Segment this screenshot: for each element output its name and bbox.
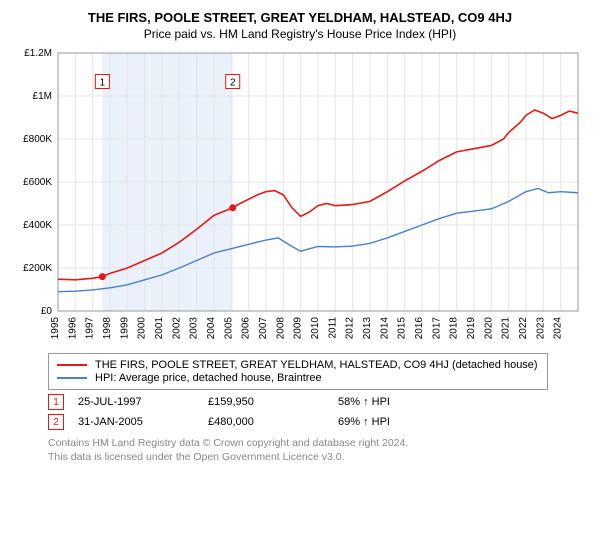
event-price: £480,000: [208, 416, 338, 428]
footer-line: This data is licensed under the Open Gov…: [48, 450, 590, 464]
svg-text:2011: 2011: [327, 317, 338, 339]
svg-text:1998: 1998: [102, 317, 113, 340]
chart-title: THE FIRS, POOLE STREET, GREAT YELDHAM, H…: [10, 10, 590, 25]
svg-text:2003: 2003: [189, 317, 200, 340]
svg-text:2016: 2016: [414, 317, 425, 340]
svg-text:2018: 2018: [449, 317, 460, 340]
event-marker-icon: 1: [48, 394, 64, 410]
legend-label: THE FIRS, POOLE STREET, GREAT YELDHAM, H…: [95, 359, 538, 371]
svg-text:2019: 2019: [466, 317, 477, 340]
svg-text:1995: 1995: [50, 317, 61, 340]
chart-subtitle: Price paid vs. HM Land Registry's House …: [10, 27, 590, 41]
chart-plot: £0 £200K £400K £600K £800K £1M £1.2M 1995 1996 19…: [10, 47, 590, 347]
svg-text:1: 1: [100, 78, 106, 89]
event-marker-icon: 2: [48, 414, 64, 430]
svg-text:2: 2: [230, 78, 236, 89]
footer-line: Contains HM Land Registry data © Crown c…: [48, 436, 590, 450]
svg-text:2001: 2001: [154, 317, 165, 340]
svg-text:2002: 2002: [171, 317, 182, 340]
svg-text:2015: 2015: [397, 317, 408, 340]
event-row: 1 25-JUL-1997£159,95058% ↑ HPI: [48, 394, 590, 410]
svg-text:2009: 2009: [293, 317, 304, 340]
chart-container: THE FIRS, POOLE STREET, GREAT YELDHAM, H…: [0, 0, 600, 470]
chart-svg: £0 £200K £400K £600K £800K £1M £1.2M 1995 1996 19…: [10, 47, 590, 347]
svg-text:2007: 2007: [258, 317, 269, 340]
event-table: 1 25-JUL-1997£159,95058% ↑ HPI 2 31-JAN-200…: [48, 394, 590, 430]
svg-text:£200K: £200K: [23, 263, 52, 274]
svg-text:£0: £0: [41, 306, 53, 317]
svg-text:2021: 2021: [501, 317, 512, 340]
event-pct: 69% ↑ HPI: [338, 416, 458, 428]
svg-text:2022: 2022: [518, 317, 529, 340]
svg-text:£1.2M: £1.2M: [24, 48, 52, 59]
svg-text:2006: 2006: [241, 317, 252, 340]
svg-text:2023: 2023: [535, 317, 546, 340]
legend-item: THE FIRS, POOLE STREET, GREAT YELDHAM, H…: [57, 359, 539, 371]
svg-text:2024: 2024: [553, 317, 564, 340]
legend-label: HPI: Average price, detached house, Brai…: [95, 372, 322, 384]
event-row: 2 31-JAN-2005£480,00069% ↑ HPI: [48, 414, 590, 430]
svg-text:2012: 2012: [345, 317, 356, 340]
svg-text:2013: 2013: [362, 317, 373, 340]
svg-text:1997: 1997: [85, 317, 96, 340]
svg-text:2014: 2014: [379, 317, 390, 340]
svg-text:1996: 1996: [67, 317, 78, 340]
svg-text:1999: 1999: [119, 317, 130, 340]
svg-text:£1M: £1M: [33, 91, 52, 102]
event-date: 31-JAN-2005: [78, 416, 208, 428]
svg-text:2000: 2000: [137, 317, 148, 340]
event-date: 25-JUL-1997: [78, 396, 208, 408]
footer-attribution: Contains HM Land Registry data © Crown c…: [48, 436, 590, 464]
legend: THE FIRS, POOLE STREET, GREAT YELDHAM, H…: [48, 353, 548, 390]
svg-text:£800K: £800K: [23, 134, 52, 145]
svg-text:2017: 2017: [431, 317, 442, 340]
legend-swatch: [57, 377, 87, 379]
event-pct: 58% ↑ HPI: [338, 396, 458, 408]
svg-text:2010: 2010: [310, 317, 321, 340]
svg-text:2004: 2004: [206, 317, 217, 340]
legend-swatch: [57, 364, 87, 366]
svg-text:£600K: £600K: [23, 177, 52, 188]
svg-text:2020: 2020: [483, 317, 494, 340]
svg-text:2005: 2005: [223, 317, 234, 340]
legend-item: HPI: Average price, detached house, Brai…: [57, 372, 539, 384]
svg-text:2008: 2008: [275, 317, 286, 340]
event-price: £159,950: [208, 396, 338, 408]
svg-text:£400K: £400K: [23, 220, 52, 231]
